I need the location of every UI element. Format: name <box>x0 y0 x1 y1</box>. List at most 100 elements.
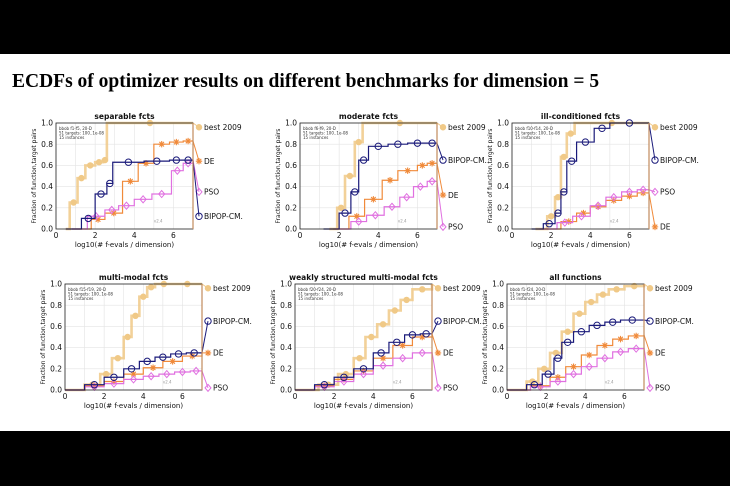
x-tick-label: 6 <box>627 231 632 240</box>
series-label: best 2009 <box>655 284 693 293</box>
series-label: BIPOP-CM. <box>204 212 243 221</box>
chart-4-marker-6 <box>391 307 399 314</box>
y-tick-label: 0.4 <box>285 182 297 191</box>
series-connector <box>648 189 656 193</box>
x-tick-label: 2 <box>549 231 554 240</box>
x-tick-label: 2 <box>544 392 549 401</box>
y-axis-label: Fraction of function,target pairs <box>482 290 489 385</box>
x-tick-label: 0 <box>510 231 515 240</box>
chart-4-marker-3 <box>359 365 368 373</box>
chart-0-marker-1 <box>84 214 92 223</box>
chart-2-marker-1 <box>561 218 569 227</box>
x-tick-label: 2 <box>332 392 337 401</box>
y-tick-label: 0.0 <box>285 225 297 234</box>
chart-0-marker-5 <box>158 141 165 148</box>
series-connector <box>192 160 200 217</box>
chart-0-marker-1 <box>94 216 102 223</box>
x-tick-label: 2 <box>93 231 98 240</box>
x-tick-label: 0 <box>54 231 59 240</box>
chart-5-marker-3 <box>569 369 578 379</box>
chart-2-marker-2 <box>554 194 562 201</box>
chart-2-marker-4 <box>567 157 576 165</box>
chart-3-marker-4 <box>147 371 155 381</box>
chart-0-marker-4 <box>139 195 147 204</box>
chart-info-line: bbob f20-f24, 20-D <box>298 287 336 292</box>
chart-1-marker-3 <box>359 156 368 164</box>
chart-3-marker-7 <box>190 349 198 357</box>
chart-5-marker-2 <box>554 377 562 386</box>
chart-4-marker-6 <box>419 333 426 341</box>
chart-5-marker-6 <box>593 321 601 330</box>
chart-3-marker-2 <box>110 378 118 385</box>
chart-5-marker-5 <box>577 328 586 336</box>
chart-5-marker-3 <box>552 349 560 357</box>
y-tick-label: 0.8 <box>41 140 53 149</box>
chart-3-marker-5 <box>163 369 171 379</box>
chart-5-marker-1 <box>537 382 544 389</box>
chart-info-line: 51 targets: 100..1e-08 <box>515 131 560 136</box>
chart-5-marker-1 <box>530 381 539 389</box>
chart-5-marker-7 <box>632 332 640 340</box>
chart-0-marker-6 <box>173 166 182 175</box>
series-connector <box>192 140 200 162</box>
chart-5-marker-4 <box>585 362 593 371</box>
chart-1-marker-4 <box>403 192 411 202</box>
series-line-bipop-cm- <box>323 142 437 230</box>
chart-0-marker-4 <box>142 160 150 167</box>
y-tick-label: 1.0 <box>285 119 297 128</box>
chart-5-marker-6 <box>617 335 624 343</box>
y-tick-label: 0.8 <box>50 301 62 310</box>
y-tick-label: 0.6 <box>41 161 53 170</box>
chart-1-marker-2 <box>371 210 380 220</box>
chart-0-marker-5 <box>158 189 166 199</box>
x-tick-label: 0 <box>505 392 510 401</box>
series-label: PSO <box>655 384 670 393</box>
chart-info-line: 15 instances <box>510 296 535 301</box>
x-axis-label: log10(# f-evals / dimension) <box>531 241 630 249</box>
chart-2-marker-1 <box>565 218 572 225</box>
chart-3-marker-3 <box>129 375 138 384</box>
chart-title: separable fcts <box>94 112 155 121</box>
series-line-de <box>507 334 645 391</box>
series-label: PSO <box>213 384 228 393</box>
chart-0-marker-4 <box>95 159 103 166</box>
series-label: best 2009 <box>204 123 242 132</box>
chart-4-marker-5 <box>379 321 387 328</box>
series-label: BIPOP-CM. <box>448 156 487 165</box>
y-axis-label: Fraction of function,target pairs <box>270 290 277 385</box>
y-tick-label: 0.0 <box>497 225 509 234</box>
chart-title: weakly structured multi-modal fcts <box>289 273 438 282</box>
y-tick-label: 1.0 <box>280 280 292 289</box>
chart-3-marker-5 <box>132 312 139 319</box>
chart-1-marker-1 <box>355 217 363 226</box>
chart-5-marker-end <box>646 317 654 325</box>
x-tick-label: 4 <box>141 392 146 401</box>
y-tick-label: 0.8 <box>280 301 292 310</box>
x-tick-label: 2 <box>102 392 107 401</box>
x-tick-label: 4 <box>132 231 137 240</box>
chart-0-marker-5 <box>153 157 161 165</box>
chart-0: separable fcts 0.0 0.2 0.4 0.6 0.8 1.0 0 2 4 6 bbob… <box>31 112 243 249</box>
series-line-bipop-cm- <box>295 333 432 391</box>
series-label: BIPOP-CM. <box>655 317 694 326</box>
chart-2-marker-end <box>651 187 659 197</box>
chart-5-marker-7 <box>632 344 640 353</box>
x-axis-label: log10(# f-evals / dimension) <box>314 402 413 410</box>
chart-0-marker-6 <box>173 138 180 146</box>
y-tick-label: 0.6 <box>285 161 297 170</box>
x-tick-label: 6 <box>180 392 185 401</box>
chart-title: ill-conditioned fcts <box>541 112 621 121</box>
chart-5-marker-3 <box>570 363 577 370</box>
series-connector <box>436 181 444 227</box>
chart-0-marker-4 <box>124 158 133 166</box>
chart-0-marker-7 <box>184 156 192 164</box>
chart-version: v2.4 <box>398 219 407 224</box>
chart-1-marker-5 <box>416 182 425 191</box>
chart-4-marker-8 <box>419 286 426 293</box>
chart-1-marker-6 <box>428 160 436 167</box>
chart-info-line: 15 instances <box>59 135 84 140</box>
chart-3-marker-6 <box>189 352 196 360</box>
series-connector <box>201 321 209 353</box>
series-connector <box>431 351 439 388</box>
x-tick-label: 0 <box>298 231 303 240</box>
